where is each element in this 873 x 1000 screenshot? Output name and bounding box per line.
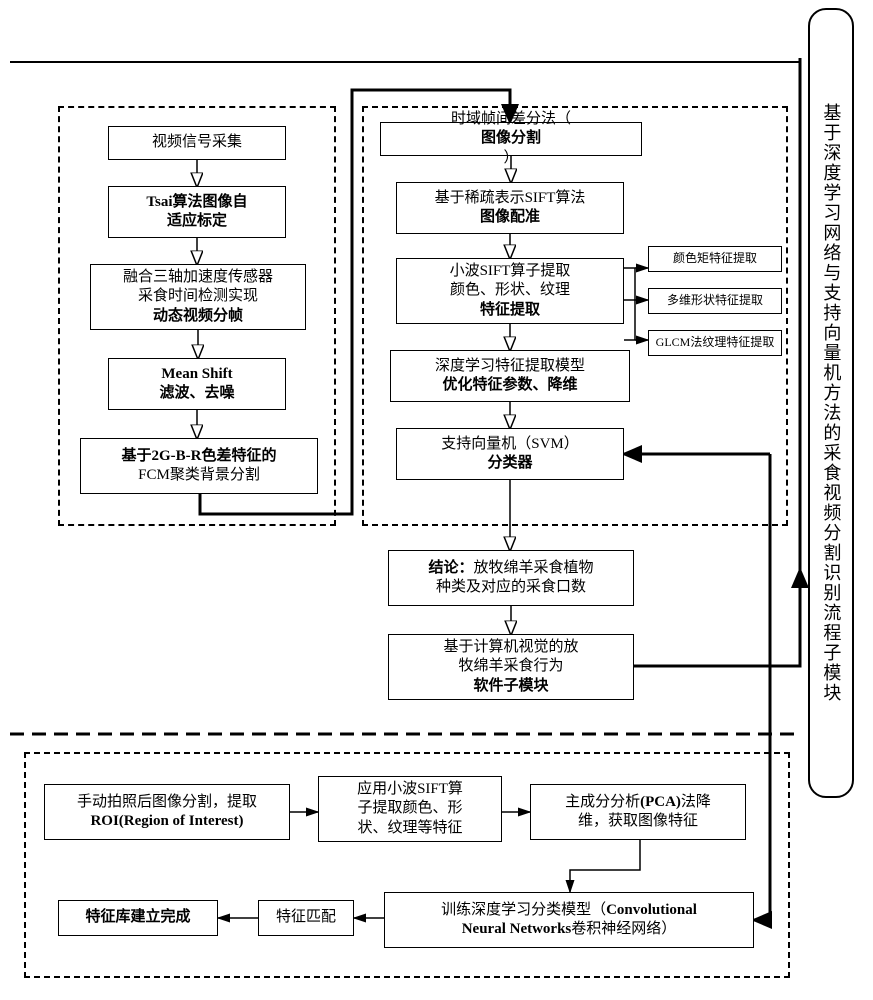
node-c2: 基于计算机视觉的放牧绵羊采食行为软件子模块 <box>388 634 634 700</box>
node-l1: 视频信号采集 <box>108 126 286 160</box>
node-r4: 深度学习特征提取模型优化特征参数、降维 <box>390 350 630 402</box>
node-b5: 特征匹配 <box>258 900 354 936</box>
node-l5: 基于2G-B-R色差特征的FCM聚类背景分割 <box>80 438 318 494</box>
node-s2: 多维形状特征提取 <box>648 288 782 314</box>
node-b4: 训练深度学习分类模型（ConvolutionalNeural Networks卷… <box>384 892 754 948</box>
node-b1: 手动拍照后图像分割，提取ROI(Region of Interest) <box>44 784 290 840</box>
node-l3: 融合三轴加速度传感器采食时间检测实现动态视频分帧 <box>90 264 306 330</box>
title-capsule: 基于深度学习网络与支持向量机方法的采食视频分割识别流程子模块 <box>808 8 854 798</box>
node-l2: Tsai算法图像自适应标定 <box>108 186 286 238</box>
node-r5: 支持向量机（SVM）分类器 <box>396 428 624 480</box>
node-b6: 特征库建立完成 <box>58 900 218 936</box>
node-l4: Mean Shift滤波、去噪 <box>108 358 286 410</box>
node-r3: 小波SIFT算子提取颜色、形状、纹理特征提取 <box>396 258 624 324</box>
node-b2: 应用小波SIFT算子提取颜色、形状、纹理等特征 <box>318 776 502 842</box>
node-r1: 时域帧间差分法（图像分割） <box>380 122 642 156</box>
title-text: 基于深度学习网络与支持向量机方法的采食视频分割识别流程子模块 <box>817 103 846 703</box>
node-s1: 颜色矩特征提取 <box>648 246 782 272</box>
node-c1: 结论：放牧绵羊采食植物种类及对应的采食口数 <box>388 550 634 606</box>
node-b3: 主成分分析(PCA)法降维，获取图像特征 <box>530 784 746 840</box>
node-s3: GLCM法纹理特征提取 <box>648 330 782 356</box>
node-r2: 基于稀疏表示SIFT算法图像配准 <box>396 182 624 234</box>
